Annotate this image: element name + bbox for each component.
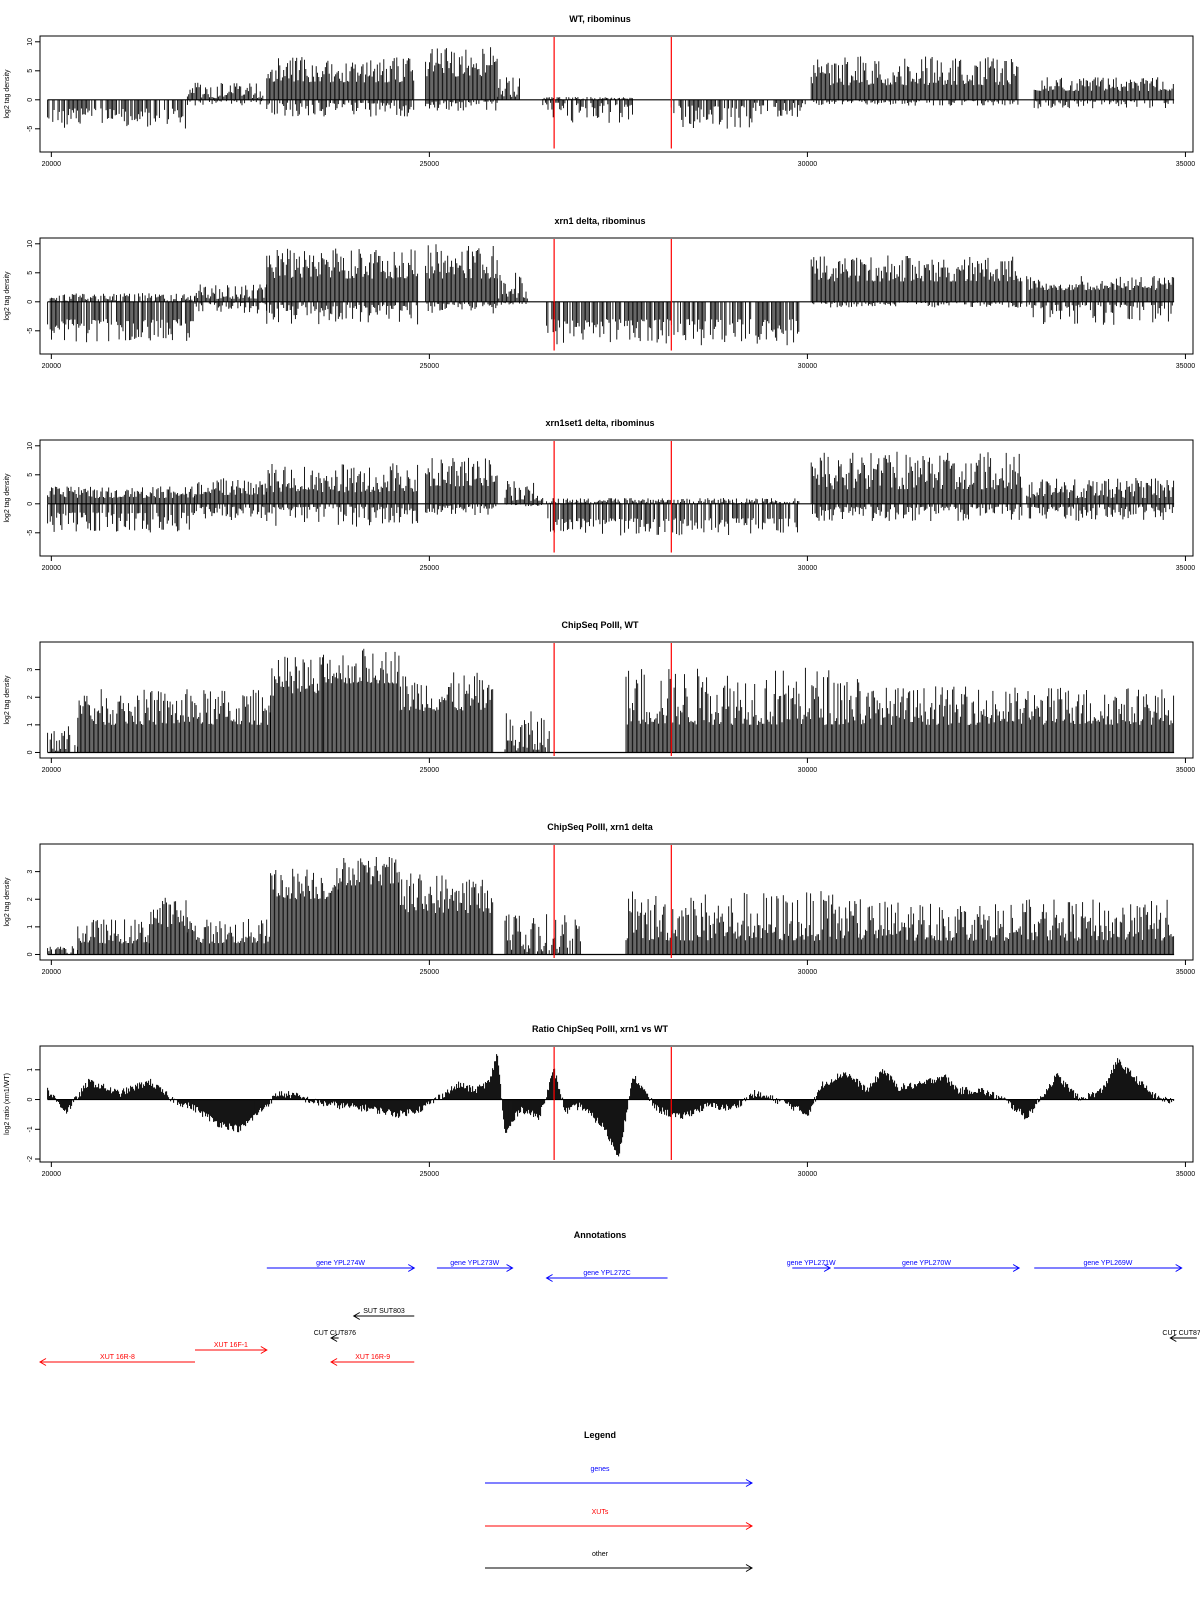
y-tick-label: 2 bbox=[27, 897, 34, 901]
x-tick-label: 20000 bbox=[42, 969, 62, 976]
y-tick-label: 5 bbox=[27, 473, 34, 477]
chart-panel-5: ChipSeq PolII, xrn1 delta 0 1 2 3 log2 tag de… bbox=[4, 822, 1195, 976]
x-tick-label: 20000 bbox=[42, 363, 62, 370]
y-tick-label: 10 bbox=[27, 442, 34, 450]
y-tick-label: 10 bbox=[27, 38, 34, 46]
plot-frame bbox=[39, 843, 1194, 961]
y-tick-label: 1 bbox=[27, 925, 34, 929]
x-tick-label: 20000 bbox=[42, 767, 62, 774]
x-tick-label: 30000 bbox=[798, 969, 818, 976]
y-tick-label: -5 bbox=[27, 530, 34, 536]
x-tick-label: 25000 bbox=[420, 363, 440, 370]
plot-frame bbox=[39, 641, 1194, 759]
x-tick-label: 25000 bbox=[420, 969, 440, 976]
x-tick-label: 35000 bbox=[1176, 969, 1196, 976]
y-tick-label: -5 bbox=[27, 126, 34, 132]
y-tick-label: 0 bbox=[27, 98, 34, 102]
y-tick-label: 0 bbox=[27, 300, 34, 304]
plot-frame bbox=[39, 35, 1194, 153]
chart-panel-2: xrn1 delta, ribominus -5 0 5 10 log2 tag dens… bbox=[4, 216, 1195, 370]
y-tick-label: 1 bbox=[27, 723, 34, 727]
x-tick-label: 30000 bbox=[798, 565, 818, 572]
y-tick-label: 3 bbox=[27, 668, 34, 672]
chart-title: WT, ribominus bbox=[569, 14, 631, 24]
y-tick-label: 5 bbox=[27, 69, 34, 73]
x-tick-label: 20000 bbox=[42, 161, 62, 168]
plot-frame bbox=[39, 237, 1194, 355]
y-tick-label: 2 bbox=[27, 695, 34, 699]
chart-panel-3: xrn1set1 delta, ribominus -5 0 5 10 log2 tag … bbox=[4, 418, 1195, 572]
x-tick-label: 35000 bbox=[1176, 363, 1196, 370]
x-tick-label: 25000 bbox=[420, 565, 440, 572]
y-tick-label: 0 bbox=[27, 952, 34, 956]
chart-panel-4: ChipSeq PolII, WT 0 1 2 3 log2 tag density 200… bbox=[4, 620, 1195, 774]
x-tick-label: 30000 bbox=[798, 363, 818, 370]
bar-series bbox=[47, 857, 1175, 955]
plot-frame bbox=[39, 439, 1194, 557]
bar-series bbox=[47, 244, 1175, 346]
y-tick-label: 3 bbox=[27, 870, 34, 874]
chart-title: ChipSeq PolII, xrn1 delta bbox=[547, 822, 654, 832]
chart-title: xrn1 delta, ribominus bbox=[554, 216, 645, 226]
bar-series bbox=[47, 451, 1175, 536]
x-tick-label: 35000 bbox=[1176, 161, 1196, 168]
y-tick-label: 10 bbox=[27, 240, 34, 248]
x-tick-label: 25000 bbox=[420, 767, 440, 774]
chart-panel-1: WT, ribominus -5 0 5 10 log2 tag density 20000… bbox=[4, 14, 1195, 168]
bar-series bbox=[47, 47, 1174, 129]
y-axis-label: log2 tag density bbox=[4, 473, 11, 523]
y-tick-label: 5 bbox=[27, 271, 34, 275]
y-tick-label: 0 bbox=[27, 750, 34, 754]
y-tick-label: 0 bbox=[27, 502, 34, 506]
y-axis-label: log2 tag density bbox=[4, 69, 11, 119]
y-axis-label: log2 tag density bbox=[4, 271, 11, 321]
x-tick-label: 30000 bbox=[798, 767, 818, 774]
y-axis-label: log2 tag density bbox=[4, 877, 11, 927]
x-tick-label: 30000 bbox=[798, 161, 818, 168]
x-tick-label: 25000 bbox=[420, 161, 440, 168]
bar-series bbox=[47, 648, 1175, 753]
x-tick-label: 35000 bbox=[1176, 767, 1196, 774]
y-tick-label: -5 bbox=[27, 328, 34, 334]
chart-title: ChipSeq PolII, WT bbox=[562, 620, 639, 630]
chart-title: xrn1set1 delta, ribominus bbox=[545, 418, 654, 428]
x-tick-label: 35000 bbox=[1176, 565, 1196, 572]
y-axis-label: log2 tag density bbox=[4, 675, 11, 725]
x-tick-label: 20000 bbox=[42, 565, 62, 572]
